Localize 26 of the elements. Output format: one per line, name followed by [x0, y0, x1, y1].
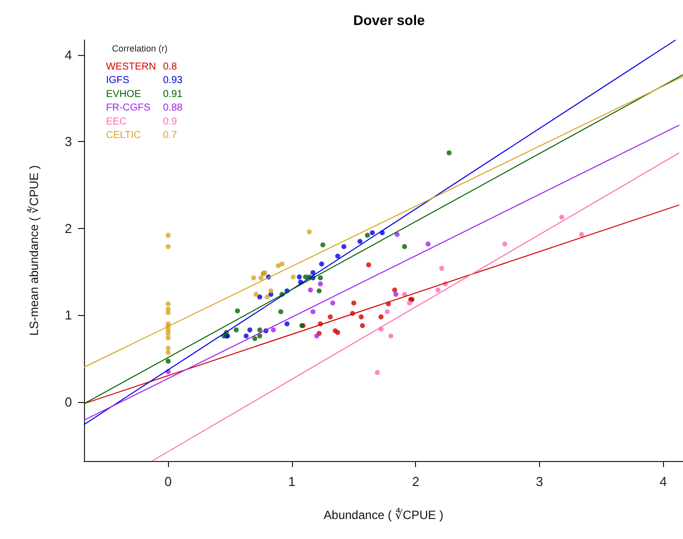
chart-title: Dover sole	[353, 12, 426, 28]
x-tick-label: 4	[660, 474, 667, 489]
x-tick-label: 3	[536, 474, 544, 489]
text: EEC	[106, 116, 127, 128]
y-tick-label: 1	[64, 308, 72, 323]
text: EVHOE	[106, 88, 142, 100]
y-tick-label: 0	[64, 394, 72, 410]
legend-title: Correlation (r)	[112, 44, 168, 54]
annotation: 0.7	[163, 130, 178, 141]
y-axis-title: LS-mean abundance ( ∜CPUE )	[26, 165, 41, 336]
annotation: 0.91	[163, 88, 183, 100]
x-tick-label: 0	[164, 474, 172, 489]
text: FR-CGFS	[106, 102, 151, 114]
annotation: 0.93	[163, 75, 183, 86]
text: IGFS	[106, 75, 130, 86]
text: CELTIC	[106, 130, 141, 141]
annotation: 0.9	[163, 116, 178, 128]
text: WESTERN	[106, 62, 156, 72]
y-tick-label: 2	[64, 220, 72, 236]
y-tick-label: 4	[64, 47, 72, 62]
x-tick-label: 2	[412, 474, 420, 489]
y-tick-label: 3	[64, 134, 72, 150]
annotation: 0.8	[163, 62, 178, 72]
x-tick-label: 1	[288, 474, 296, 489]
annotation: 0.88	[163, 102, 183, 114]
x-axis-title: Abundance ( ∜CPUE )	[324, 507, 444, 522]
